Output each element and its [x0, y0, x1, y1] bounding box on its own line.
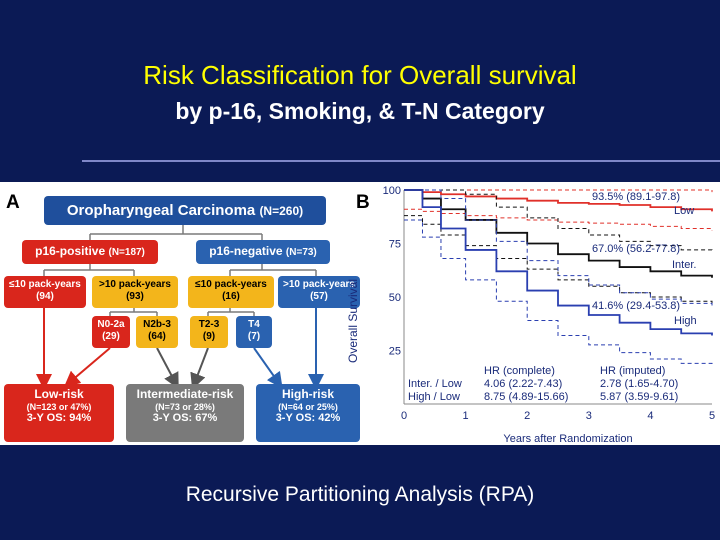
t23-box: T2-3 (9)	[190, 316, 228, 348]
annotation-high-label: High	[674, 315, 697, 327]
high-risk-title: High-risk	[281, 387, 334, 401]
hr-row2-complete: 8.75 (4.89-15.66)	[484, 391, 568, 403]
neg-high-smoke-box: >10 pack-years (57)	[278, 276, 360, 308]
n2b3-label: N2b-3	[143, 319, 171, 330]
annotation-low-label: Low	[674, 205, 694, 217]
p16-negative-box: p16-negative (N=73)	[196, 240, 330, 264]
intermediate-risk-os: 3-Y OS: 67%	[152, 412, 218, 425]
x-tick-label: 1	[463, 410, 469, 422]
root-label: Oropharyngeal Carcinoma	[66, 202, 256, 219]
high-risk-n: (N=64 or 25%)	[278, 401, 338, 412]
x-tick-label: 2	[524, 410, 530, 422]
y-tick-label: 25	[389, 346, 401, 358]
series-line-inter	[404, 189, 713, 278]
hr-row2-imputed: 5.87 (3.59-9.61)	[600, 391, 678, 403]
series-line-high	[404, 189, 713, 336]
pos-low-smoke-label: ≤10 pack-years	[9, 279, 81, 290]
x-axis-label: Years after Randomization	[503, 433, 632, 445]
n02a-label: N0-2a	[97, 319, 125, 330]
p16-positive-label: p16-positive	[35, 244, 106, 258]
neg-low-smoke-n: (16)	[222, 290, 240, 302]
high-risk-box: High-risk (N=64 or 25%) 3-Y OS: 42%	[256, 384, 360, 442]
neg-low-smoke-label: ≤10 pack-years	[195, 279, 267, 290]
neg-low-smoke-box: ≤10 pack-years (16)	[188, 276, 274, 308]
t4-n: (7)	[247, 330, 261, 342]
series-line-low	[404, 189, 713, 212]
t23-label: T2-3	[198, 319, 220, 330]
hr-header-complete: HR (complete)	[484, 365, 555, 377]
y-axis-label: Overall Survival	[346, 278, 360, 363]
t23-n: (9)	[202, 330, 216, 342]
neg-high-smoke-n: (57)	[310, 290, 328, 302]
y-tick-label: 100	[383, 185, 401, 197]
slide-footer: Recursive Partitioning Analysis (RPA)	[185, 483, 535, 506]
low-risk-n: (N=123 or 47%)	[26, 401, 92, 412]
tree-connectors	[36, 225, 324, 390]
root-box: Oropharyngeal Carcinoma (N=260)	[44, 196, 326, 225]
y-tick-label: 75	[389, 239, 401, 251]
p16-positive-n: (N=187)	[108, 247, 145, 258]
hr-header-imputed: HR (imputed)	[600, 365, 665, 377]
intermediate-risk-n: (N=73 or 28%)	[155, 401, 215, 412]
y-tick-label: 50	[389, 292, 401, 304]
hr-row1-label: Inter. / Low	[408, 378, 462, 390]
n02a-n: (29)	[102, 330, 120, 342]
arrow-n2b3	[156, 347, 179, 390]
arrow-n02a	[63, 347, 111, 388]
hr-row1-imputed: 2.78 (1.65-4.70)	[600, 378, 678, 390]
low-risk-box: Low-risk (N=123 or 47%) 3-Y OS: 94%	[4, 384, 114, 442]
p16-negative-n: (N=73)	[285, 247, 317, 258]
hr-row2-label: High / Low	[408, 391, 460, 403]
slide-subtitle: by p-16, Smoking, & T-N Category	[175, 98, 545, 124]
x-tick-label: 0	[401, 410, 407, 422]
slide-title: Risk Classification for Overall survival	[143, 60, 577, 90]
p16-positive-box: p16-positive (N=187)	[22, 240, 158, 264]
pos-low-smoke-n: (94)	[36, 290, 54, 302]
t4-label: T4	[248, 319, 260, 330]
panel-a-letter: A	[6, 192, 20, 213]
x-tick-label: 4	[647, 410, 653, 422]
figure-panel: A	[0, 182, 720, 445]
annotation-int-label: Inter.	[672, 259, 696, 271]
n2b3-box: N2b-3 (64)	[136, 316, 178, 348]
intermediate-risk-title: Intermediate-risk	[136, 387, 234, 401]
x-tick-label: 5	[709, 410, 715, 422]
arrow-t4	[253, 347, 283, 389]
annotation-int: 67.0% (56.2-77.8)	[592, 243, 680, 255]
arrow-t23	[190, 347, 209, 390]
survival-chart: 0 1 2 3 4 5 25 50 75 100 Years after Randomization…	[383, 185, 715, 445]
low-risk-os: 3-Y OS: 94%	[26, 412, 92, 425]
ci-upper-line	[404, 189, 713, 306]
low-risk-title: Low-risk	[34, 387, 84, 401]
intermediate-risk-box: Intermediate-risk (N=73 or 28%) 3-Y OS: …	[126, 384, 244, 442]
pos-high-smoke-label: >10 pack-years	[98, 279, 171, 290]
n2b3-n: (64)	[148, 330, 166, 342]
ci-lower-line	[404, 219, 713, 366]
t4-box: T4 (7)	[236, 316, 272, 348]
x-tick-label: 3	[586, 410, 592, 422]
title-rule	[82, 160, 720, 162]
panel-b-letter: B	[356, 192, 370, 213]
ci-upper-line	[404, 189, 713, 253]
high-risk-os: 3-Y OS: 42%	[275, 412, 341, 425]
p16-negative-label: p16-negative	[209, 244, 283, 258]
hr-row1-complete: 4.06 (2.22-7.43)	[484, 378, 562, 390]
annotation-low: 93.5% (89.1-97.8)	[592, 191, 680, 203]
pos-high-smoke-box: >10 pack-years (93)	[92, 276, 178, 308]
pos-low-smoke-box: ≤10 pack-years (94)	[4, 276, 86, 308]
ci-lower-line	[404, 215, 713, 304]
n02a-box: N0-2a (29)	[92, 316, 130, 348]
neg-high-smoke-label: >10 pack-years	[282, 279, 355, 290]
annotation-high: 41.6% (29.4-53.8)	[592, 300, 680, 312]
root-n: (N=260)	[259, 204, 304, 218]
pos-high-smoke-n: (93)	[126, 290, 144, 302]
